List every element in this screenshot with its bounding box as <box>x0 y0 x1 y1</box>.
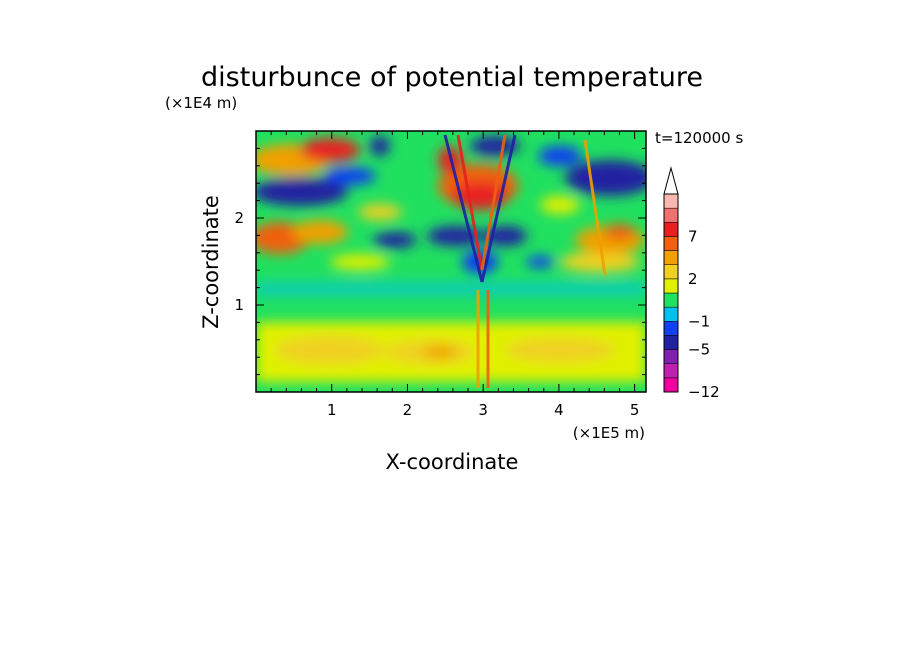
colorbar-frame <box>663 193 679 393</box>
x-tick-label: 4 <box>554 401 564 419</box>
heatmap-region <box>330 254 390 270</box>
colorbar-cell <box>663 250 679 265</box>
heatmap-region <box>470 136 520 156</box>
heatmap-region <box>275 336 385 364</box>
heatmap-region <box>292 220 348 244</box>
colorbar: 7 2 −1 −5 −12 <box>663 166 720 401</box>
x-tick-label: 3 <box>478 401 488 419</box>
heatmap-region <box>324 167 376 185</box>
heatmap-region <box>560 252 640 272</box>
heatmap-region <box>538 146 582 166</box>
x-tick-label: 2 <box>403 401 413 419</box>
wave-streak <box>480 134 507 271</box>
x-axis-label: X-coordinate <box>386 450 519 474</box>
heatmap-region <box>300 138 360 162</box>
time-label: t=120000 s <box>655 129 743 147</box>
heatmap-region <box>370 136 390 156</box>
colorbar-cell <box>663 335 679 350</box>
wave-streak <box>583 139 607 276</box>
colorbar-label: −1 <box>688 312 710 330</box>
colorbar-cell <box>663 222 679 237</box>
colorbar-label: 2 <box>688 270 698 288</box>
colorbar-cell <box>663 207 679 223</box>
wave-streak <box>456 134 484 271</box>
x-tick-label: 1 <box>327 401 337 419</box>
colorbar-label: −5 <box>688 341 710 359</box>
heatmap-field <box>256 134 646 388</box>
y-axis-label: Z-coordinate <box>199 195 223 329</box>
colorbar-cell <box>663 321 679 336</box>
x-tick-label: 5 <box>630 401 640 419</box>
colorbar-label: −12 <box>688 383 720 401</box>
colorbar-cell <box>663 264 679 280</box>
colorbar-cell <box>663 349 679 364</box>
colorbar-cell <box>663 193 679 209</box>
heatmap-region <box>373 232 417 248</box>
y-tick-label: 1 <box>234 296 244 314</box>
y-tick-label: 2 <box>234 209 244 227</box>
y-unit-label: (×1E4 m) <box>165 94 237 112</box>
heatmap-region <box>526 256 554 268</box>
heatmap-region <box>256 178 348 206</box>
wave-streak <box>443 134 484 283</box>
colorbar-cell <box>663 306 679 322</box>
chart-title: disturbunce of potential temperature <box>201 62 703 93</box>
colorbar-cell <box>663 278 679 294</box>
colorbar-cell <box>663 236 679 251</box>
heatmap-region <box>565 160 646 196</box>
colorbar-cell <box>663 292 679 308</box>
heatmap-region <box>358 204 402 220</box>
heatmap-region <box>422 346 458 358</box>
plot-frame <box>255 130 647 393</box>
x-axis: 1 2 3 4 5 <box>270 131 640 419</box>
colorbar-cell <box>663 377 679 393</box>
colorbar-cell <box>663 363 679 379</box>
x-unit-label: (×1E5 m) <box>573 424 645 442</box>
y-axis: 12 <box>234 147 646 376</box>
heatmap-region <box>540 196 580 214</box>
colorbar-label: 7 <box>688 227 698 245</box>
colorbar-extend-arrow <box>663 166 679 195</box>
heatmap-region <box>604 224 636 240</box>
wave-streak <box>480 134 517 283</box>
heatmap-region <box>256 282 646 296</box>
heatmap-region <box>505 338 615 362</box>
